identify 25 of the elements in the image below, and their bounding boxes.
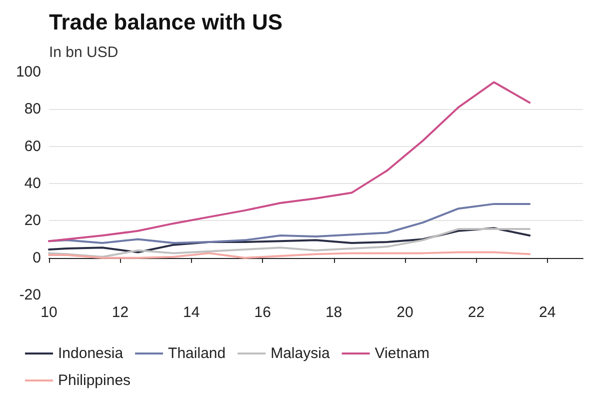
y-tick-label: 60 [24,138,41,155]
legend-label: Philippines [58,372,131,389]
x-tick-label: 14 [183,304,200,321]
y-tick-label: -20 [19,286,41,304]
y-tick-label: 0 [32,249,41,266]
line-series [48,227,531,254]
line-series [48,228,531,258]
x-tick-label: 24 [539,304,556,321]
legend-label: Thailand [168,345,226,362]
x-tick-label: 16 [254,304,271,321]
x-tick-label: 20 [396,304,414,321]
x-tick-label: 22 [468,304,485,321]
chart-title: Trade balance with US [49,10,283,34]
x-tick-label: 12 [112,304,129,321]
line-series [48,81,531,242]
y-tick-label: 40 [24,175,41,192]
x-tick-label: 10 [40,304,58,321]
y-tick-label: 80 [24,100,41,118]
chart-subtitle: In bn USD [49,44,118,61]
x-tick-label: 18 [325,304,342,321]
legend-label: Malaysia [270,345,330,362]
y-tick-label: 20 [24,212,41,230]
legend-label: Vietnam [374,345,430,362]
y-tick-label: 100 [16,64,41,80]
legend-label: Indonesia [58,345,124,362]
